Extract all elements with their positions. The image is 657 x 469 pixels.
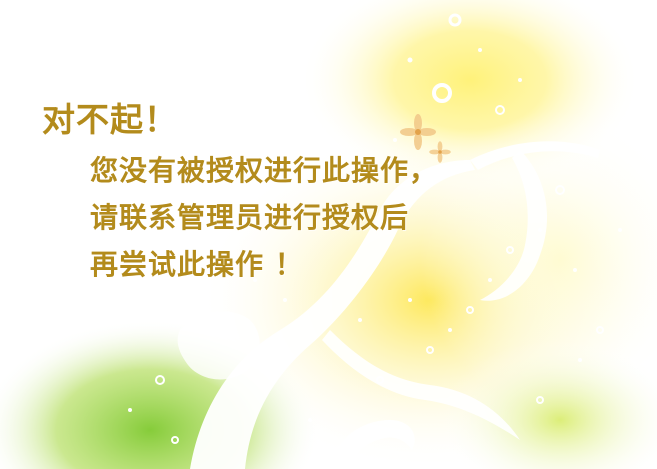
flower-icon xyxy=(400,114,436,150)
ring-decoration xyxy=(495,105,505,115)
ring-decoration xyxy=(432,83,452,103)
sparkle-dots xyxy=(128,48,622,422)
message-line-1: 您没有被授权进行此操作， xyxy=(90,154,439,187)
ring-decoration xyxy=(596,326,604,334)
message-line-3: 再尝试此操作 ！ xyxy=(90,248,304,281)
ring-decoration xyxy=(376,376,384,384)
message-line-2: 请联系管理员进行授权后 xyxy=(90,201,410,234)
ring-decoration xyxy=(536,396,544,404)
ring-decoration xyxy=(155,375,165,385)
ring-decoration xyxy=(506,246,514,254)
ring-decoration xyxy=(466,306,474,314)
tree-left-blob xyxy=(177,311,260,380)
tree-branch-right xyxy=(470,141,600,170)
ring-decoration xyxy=(171,436,179,444)
ring-decoration xyxy=(555,185,565,195)
glow-lime-right xyxy=(440,340,657,469)
tree-branch-curl xyxy=(480,150,548,301)
flower-icon xyxy=(429,141,451,163)
tree-branch-low xyxy=(322,330,520,440)
message-title: 对不起！ xyxy=(42,100,178,139)
tree-trunk xyxy=(190,160,475,469)
tree-root-curl xyxy=(330,420,415,469)
ring-decoration xyxy=(426,346,434,354)
glow-pale-right xyxy=(420,110,657,410)
ring-decoration xyxy=(448,13,462,27)
